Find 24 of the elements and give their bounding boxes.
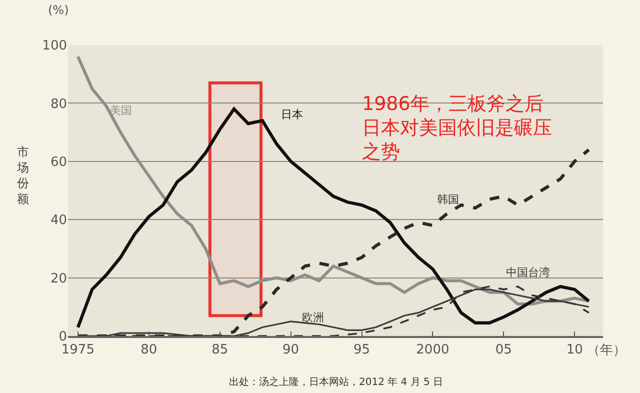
y-tick-label: 0 <box>58 330 67 345</box>
y-tick-label: 20 <box>50 271 67 286</box>
annotation: 1986年，三板斧之后日本对美国依旧是碾压之势 <box>362 92 553 164</box>
x-tick-label: 2000 <box>416 342 450 358</box>
y-axis-title: 市场份额 <box>16 145 29 206</box>
x-tick-label: 85 <box>212 342 228 358</box>
y-tick-label: 60 <box>50 154 67 170</box>
x-tick-label: 1975 <box>61 342 94 358</box>
series-label: 美国 <box>110 104 132 117</box>
x-tick-label: 80 <box>140 342 158 358</box>
x-axis-title: （年） <box>587 343 626 358</box>
series-label: 欧洲 <box>302 311 324 324</box>
y-tick-label: 40 <box>50 213 67 228</box>
x-tick-label: 90 <box>282 342 300 358</box>
series-label: 中国台湾 <box>506 266 550 279</box>
series-label: 韩国 <box>437 193 459 206</box>
y-tick-label: 80 <box>50 96 67 112</box>
x-tick-label: 05 <box>495 342 512 358</box>
text: (%) <box>48 3 69 17</box>
text: 出处：汤之上隆，日本网站，2012 年 4 月 5 日 <box>229 376 444 388</box>
x-tick-label: 10 <box>566 342 583 358</box>
series-label: 日本 <box>281 108 303 121</box>
y-tick-label: 100 <box>42 38 67 54</box>
x-tick-label: 95 <box>353 342 370 358</box>
